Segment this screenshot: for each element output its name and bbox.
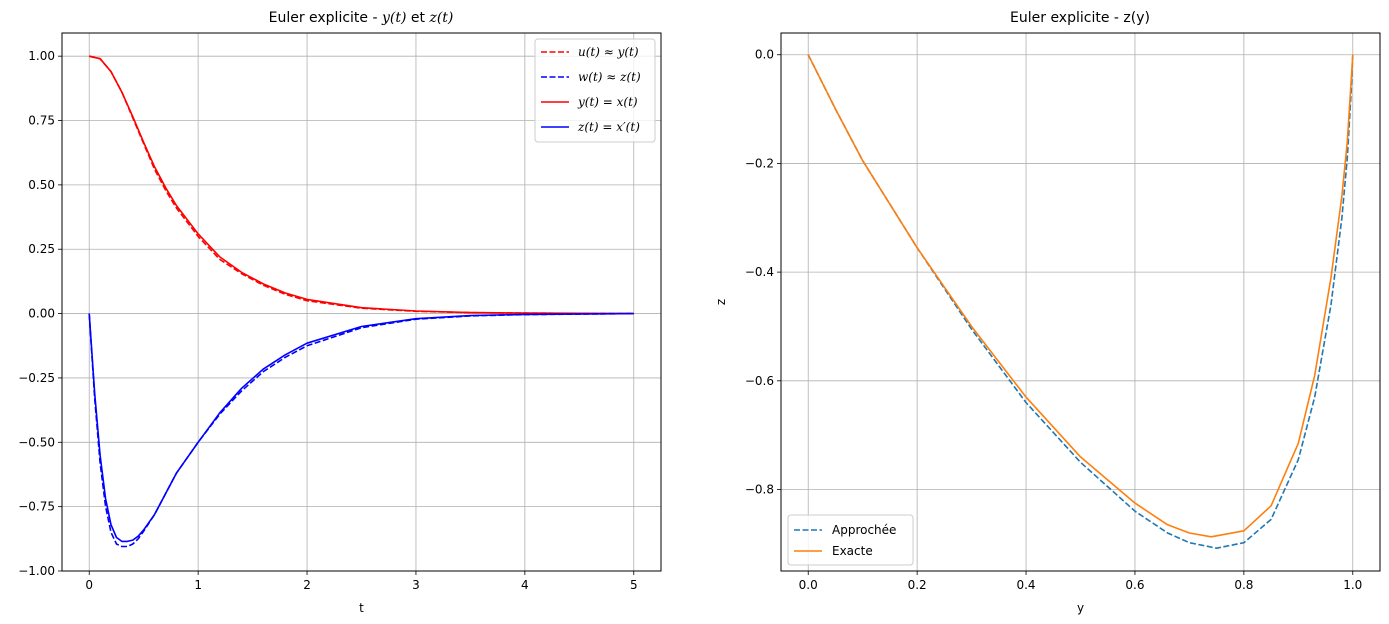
legend-label-z: z(t) = x′(t) [577, 120, 640, 134]
y-tick-label: 1.00 [28, 49, 55, 63]
right-y-axis-label: z [714, 299, 728, 305]
series-line-3 [88, 312, 634, 543]
x-tick-label: 4 [521, 578, 529, 592]
x-tick-label: 0.6 [1125, 578, 1144, 592]
x-tick-label: 1 [194, 578, 202, 592]
right-series-lines [807, 54, 1354, 550]
right-axes-frame [780, 32, 1381, 572]
left-axes-frame [61, 32, 662, 572]
y-tick-label: −0.6 [745, 374, 774, 388]
y-tick-label: −0.75 [18, 500, 55, 514]
left-x-axis-label: t [359, 601, 364, 615]
legend-label-exacte: Exacte [832, 544, 873, 558]
x-tick-label: 0.0 [799, 578, 818, 592]
left-ticks: 0 1 2 3 4 5 1.00 0.75 0.50 0.25 0.00 −0.25 −0.50 −0.7… [18, 49, 637, 592]
right-ticks: 0.0 0.2 0.4 0.6 0.8 1.0 0.0 −0.2 −0.4 −0.6 −0.8 [745, 48, 1362, 592]
series-line-1 [88, 312, 634, 548]
y-tick-label: −0.2 [745, 156, 774, 170]
left-chart: Euler explicite - y(t) et z(t) 0 1 2 3 4 5 1.0… [18, 10, 662, 615]
right-chart: Euler explicite - z(y) 0.0 0.2 0.4 0.6 0.8 1.… [714, 10, 1381, 615]
left-series-lines [88, 55, 634, 548]
x-tick-label: 3 [412, 578, 420, 592]
series-line-1 [807, 54, 1354, 538]
legend-label-y: y(t) = x(t) [577, 95, 638, 109]
y-tick-label: −0.8 [745, 482, 774, 496]
x-tick-label: 1.0 [1343, 578, 1362, 592]
y-tick-label: −0.50 [18, 435, 55, 449]
x-tick-label: 2 [303, 578, 311, 592]
left-legend: u(t) ≈ y(t) w(t) ≈ z(t) y(t) = x(t) z(t)… [534, 38, 656, 143]
legend-label-approchee: Approchée [832, 523, 896, 537]
right-grid [781, 33, 1380, 571]
y-tick-label: 0.75 [28, 114, 55, 128]
right-legend: Approchée Exacte [787, 514, 914, 566]
y-tick-label: −0.25 [18, 371, 55, 385]
left-chart-title: Euler explicite - y(t) et z(t) [269, 10, 454, 26]
y-tick-label: −0.4 [745, 265, 774, 279]
series-line-0 [807, 54, 1354, 550]
y-tick-label: 0.50 [28, 178, 55, 192]
legend-label-u: u(t) ≈ y(t) [578, 45, 639, 59]
y-tick-label: −1.00 [18, 564, 55, 578]
y-tick-label: 0.00 [28, 307, 55, 321]
x-tick-label: 5 [630, 578, 638, 592]
series-line-2 [89, 55, 634, 315]
x-tick-label: 0 [85, 578, 93, 592]
y-tick-label: 0.25 [28, 242, 55, 256]
x-tick-label: 0.4 [1016, 578, 1035, 592]
y-tick-label: 0.0 [755, 48, 774, 62]
legend-label-w: w(t) ≈ z(t) [578, 70, 641, 84]
right-chart-title: Euler explicite - z(y) [1010, 10, 1150, 26]
right-x-axis-label: y [1077, 601, 1084, 615]
x-tick-label: 0.8 [1234, 578, 1253, 592]
right-legend-box [787, 514, 914, 566]
x-tick-label: 0.2 [908, 578, 927, 592]
left-legend-box [534, 38, 656, 143]
